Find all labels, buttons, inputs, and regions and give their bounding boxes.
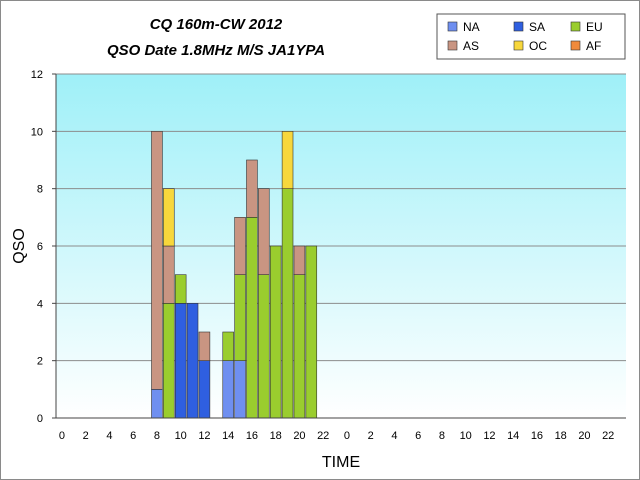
y-tick-label: 0 — [37, 413, 43, 425]
bar-segment-as — [163, 245, 175, 304]
bar-segment-as — [246, 159, 258, 218]
bar-segment-oc — [281, 131, 294, 189]
bar-segment-as — [151, 131, 163, 390]
bar-segment-eu — [174, 274, 187, 304]
bar-segment-eu — [258, 274, 270, 419]
x-tick-label: 22 — [602, 430, 614, 442]
bar-segment-eu — [222, 331, 234, 361]
legend-box — [436, 13, 626, 60]
bar-segment-eu — [246, 217, 258, 419]
bars — [151, 131, 318, 419]
bar-segment-eu — [269, 245, 282, 419]
y-tick-label: 4 — [37, 298, 43, 310]
x-tick-label: 18 — [555, 430, 567, 442]
x-tick-labels: 0 2 4 6 8 10 12 14 16 18 20 22 0 2 4 6 8 10 12 14 16 18 20 22 — [59, 430, 614, 442]
y-axis-label: QSO — [11, 228, 28, 264]
x-tick-label: 8 — [154, 430, 160, 442]
y-tick-label: 8 — [37, 184, 43, 196]
chart-title: CQ 160m-CW 2012 — [150, 16, 283, 33]
y-tick-label: 6 — [37, 241, 43, 253]
bar-segment-na — [234, 360, 246, 419]
x-tick-label: 6 — [130, 430, 136, 442]
y-tick-label: 2 — [37, 356, 43, 368]
x-tick-label: 4 — [391, 430, 397, 442]
legend-label-af: AF — [586, 39, 601, 53]
x-tick-label: 0 — [59, 430, 65, 442]
x-tick-label: 14 — [507, 430, 519, 442]
x-tick-label: 20 — [293, 430, 305, 442]
bar-segment-sa — [186, 303, 199, 419]
bar-segment-oc — [163, 188, 175, 247]
x-tick-label: 8 — [439, 430, 445, 442]
x-tick-label: 2 — [368, 430, 374, 442]
y-tick-label: 12 — [31, 69, 43, 81]
bar-segment-as — [198, 331, 211, 361]
legend-label-sa: SA — [529, 20, 545, 34]
x-tick-label: 10 — [175, 430, 187, 442]
bar-segment-sa — [198, 360, 211, 419]
x-axis-label: TIME — [322, 454, 360, 471]
legend-swatch-af — [570, 40, 581, 51]
x-tick-label: 12 — [198, 430, 210, 442]
legend: NA SA EU AS OC AF — [436, 13, 626, 60]
legend-label-oc: OC — [529, 39, 547, 53]
legend-swatch-as — [447, 40, 458, 51]
legend-swatch-na — [447, 21, 458, 32]
legend-swatch-sa — [513, 21, 524, 32]
legend-swatch-oc — [513, 40, 524, 51]
x-tick-label: 22 — [317, 430, 329, 442]
x-tick-label: 2 — [83, 430, 89, 442]
bar-segment-eu — [163, 303, 175, 419]
legend-label-na: NA — [463, 20, 480, 34]
bar-segment-eu — [234, 274, 246, 361]
chart-subtitle: QSO Date 1.8MHz M/S JA1YPA — [107, 42, 325, 59]
x-tick-label: 12 — [483, 430, 495, 442]
y-tick-label: 10 — [31, 126, 43, 138]
bar-segment-na — [151, 389, 163, 419]
y-tick-labels: 0 2 4 6 8 10 12 — [31, 69, 56, 425]
x-tick-label: 14 — [222, 430, 234, 442]
bar-segment-as — [293, 245, 306, 275]
x-tick-label: 16 — [531, 430, 543, 442]
bar-segment-as — [234, 217, 246, 275]
bar-segment-as — [258, 188, 270, 275]
x-tick-label: 18 — [270, 430, 282, 442]
legend-swatch-eu — [570, 21, 581, 32]
gridlines — [56, 73, 626, 362]
bar-segment-na — [222, 360, 234, 419]
bar-segment-eu — [281, 188, 294, 419]
x-tick-label: 20 — [578, 430, 590, 442]
legend-label-as: AS — [463, 39, 479, 53]
legend-label-eu: EU — [586, 20, 603, 34]
x-tick-label: 0 — [344, 430, 350, 442]
bar-segment-eu — [293, 274, 306, 419]
bar-segment-eu — [305, 245, 318, 419]
x-tick-label: 4 — [106, 430, 112, 442]
x-tick-label: 6 — [415, 430, 421, 442]
x-tick-label: 10 — [460, 430, 472, 442]
bar-segment-sa — [174, 303, 187, 419]
x-tick-label: 16 — [246, 430, 258, 442]
